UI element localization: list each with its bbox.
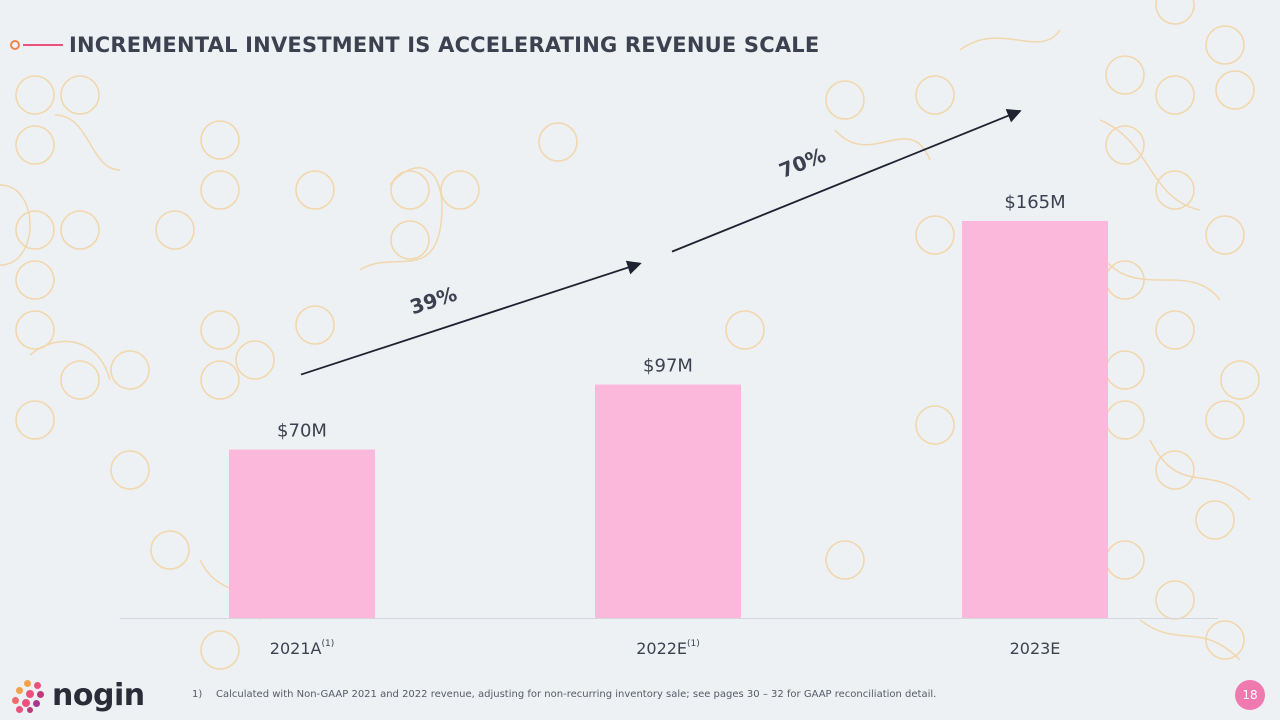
pattern-ring [915, 405, 955, 445]
pattern-ring [390, 220, 430, 260]
logo-dot [16, 706, 23, 713]
logo-dot [24, 680, 31, 687]
growth-arrow-1 [300, 260, 642, 376]
value-label-2022E: $97M [643, 356, 693, 377]
logo-dots-icon [10, 678, 48, 714]
logo-dot [37, 691, 44, 698]
bar-2021A [229, 449, 375, 618]
footnote-text: Calculated with Non-GAAP 2021 and 2022 r… [216, 689, 937, 700]
pattern-curve [1149, 439, 1251, 501]
pattern-curve [1099, 119, 1201, 211]
pattern-curve [1139, 619, 1241, 661]
pattern-ring [15, 125, 55, 165]
tick-label-2022E: 2022E(1) [636, 639, 700, 658]
pattern-ring [1155, 0, 1195, 25]
tick-label-superscript: (1) [321, 639, 334, 649]
pattern-curve [0, 184, 31, 266]
pattern-ring [15, 400, 55, 440]
pattern-ring [200, 630, 240, 670]
pattern-ring [200, 310, 240, 350]
pattern-ring [60, 75, 100, 115]
pattern-ring [15, 210, 55, 250]
logo-dot [26, 690, 34, 698]
pattern-ring [110, 350, 150, 390]
pattern-ring [155, 210, 195, 250]
logo-wordmark: nogin [52, 678, 145, 713]
pattern-ring [1195, 500, 1235, 540]
nogin-logo: nogin [10, 678, 145, 714]
pattern-ring [235, 340, 275, 380]
title-accent-line [23, 44, 63, 46]
logo-dot [12, 697, 19, 704]
logo-dot [27, 707, 33, 713]
growth-arrow-2 [671, 109, 1022, 253]
pattern-ring [15, 260, 55, 300]
pattern-curve [29, 340, 111, 381]
tick-label-superscript: (1) [687, 639, 700, 649]
pattern-ring [1155, 310, 1195, 350]
pattern-curve [1104, 259, 1221, 301]
slide-header: INCREMENTAL INVESTMENT IS ACCELERATING R… [10, 30, 819, 60]
pattern-ring [200, 170, 240, 210]
footnote: 1) Calculated with Non-GAAP 2021 and 2022… [192, 689, 936, 700]
pattern-curve [359, 167, 443, 271]
value-label-2021A: $70M [277, 421, 327, 442]
pattern-ring [1205, 400, 1245, 440]
pattern-ring [1155, 170, 1195, 210]
bar-2023E [962, 221, 1108, 618]
pattern-ring [915, 215, 955, 255]
bar-2022E [595, 384, 741, 618]
pattern-ring [60, 210, 100, 250]
logo-dot [33, 700, 40, 707]
pattern-ring [1155, 450, 1195, 490]
pattern-ring [1105, 55, 1145, 95]
logo-dot [22, 699, 30, 707]
pattern-ring [825, 80, 865, 120]
pattern-ring [110, 450, 150, 490]
pattern-ring [1220, 360, 1260, 400]
pattern-ring [390, 170, 430, 210]
pattern-ring [15, 310, 55, 350]
logo-dot [16, 687, 23, 694]
pattern-ring [1215, 70, 1255, 110]
pattern-ring [1155, 75, 1195, 115]
pattern-ring [1205, 215, 1245, 255]
pattern-ring [60, 360, 100, 400]
tick-label-2021A: 2021A(1) [270, 639, 334, 658]
pattern-ring [825, 540, 865, 580]
pattern-ring [295, 305, 335, 345]
pattern-ring [1205, 620, 1245, 660]
growth-label-2: 70% [776, 143, 829, 183]
pattern-ring [15, 75, 55, 115]
pattern-ring [1105, 125, 1145, 165]
pattern-ring [200, 120, 240, 160]
pattern-ring [295, 170, 335, 210]
pattern-ring [1205, 25, 1245, 65]
pattern-ring [150, 530, 190, 570]
pattern-ring [725, 310, 765, 350]
logo-dot [34, 682, 41, 689]
pattern-curve [54, 114, 121, 171]
pattern-curve [959, 29, 1061, 51]
tick-label-2023E: 2023E [1010, 639, 1061, 658]
pattern-ring [440, 170, 480, 210]
growth-label-1: 39% [407, 282, 460, 320]
footnote-number: 1) [192, 689, 203, 700]
pattern-ring [915, 75, 955, 115]
pattern-ring [200, 360, 240, 400]
title-ring-icon [10, 40, 20, 50]
pattern-curve [834, 129, 931, 161]
value-label-2023E: $165M [1004, 192, 1065, 213]
page-number-badge: 18 [1235, 680, 1265, 710]
page-title: INCREMENTAL INVESTMENT IS ACCELERATING R… [69, 33, 820, 57]
pattern-ring [538, 122, 578, 162]
